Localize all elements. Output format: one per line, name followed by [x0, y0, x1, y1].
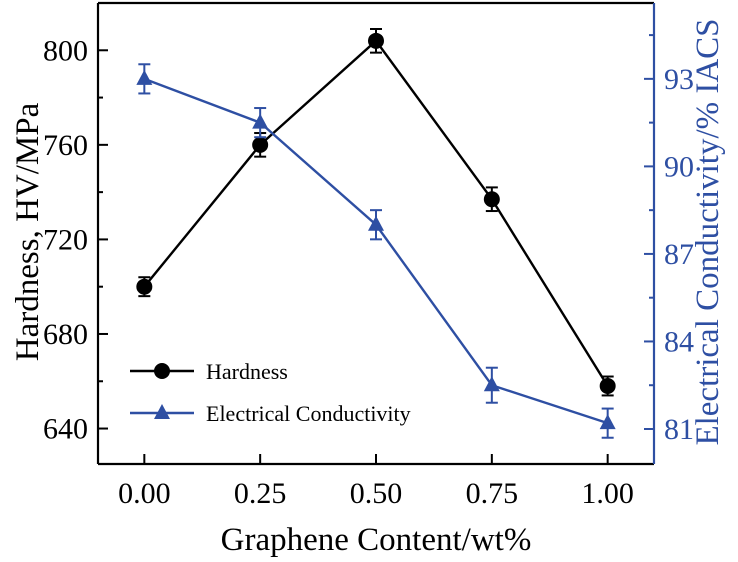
data-point	[252, 113, 269, 129]
data-point	[136, 278, 153, 295]
legend-marker	[154, 404, 170, 419]
x-tick-label: 0.50	[350, 477, 403, 510]
y-right-tick-label: 87	[664, 238, 694, 271]
x-tick-label: 1.00	[581, 477, 634, 510]
data-point	[136, 69, 153, 85]
y-left-tick-label: 680	[43, 318, 88, 351]
legend-label: Hardness	[206, 359, 288, 384]
legend: Hardness Electrical Conductivity	[130, 359, 411, 426]
legend-marker	[154, 363, 170, 379]
data-point	[252, 136, 269, 153]
x-tick-label: 0.25	[234, 477, 287, 510]
data-point	[368, 215, 384, 231]
y-axis-right-label: Electrical Conductivity/% IACS	[690, 18, 726, 445]
y-left-tick-label: 640	[43, 413, 88, 446]
y-right-tick-label: 81	[664, 413, 694, 446]
data-point	[599, 377, 616, 394]
y-left-tick-label: 720	[43, 223, 88, 256]
y-right-tick-label: 84	[664, 325, 694, 358]
y-left-tick-label: 800	[43, 34, 88, 67]
x-axis-label: Graphene Content/wt%	[221, 522, 532, 558]
y-right-tick-label: 93	[664, 63, 694, 96]
legend-label: Electrical Conductivity	[206, 401, 411, 426]
y-axis-left-label: Hardness, HV/MPa	[10, 102, 46, 361]
data-point	[483, 191, 500, 208]
data-point	[483, 376, 500, 392]
y-right-tick-label: 90	[664, 150, 694, 183]
data-point	[599, 414, 616, 430]
y-left-tick-label: 760	[43, 129, 88, 162]
data-point	[368, 32, 384, 49]
x-tick-label: 0.00	[118, 477, 171, 510]
x-tick-label: 0.75	[466, 477, 519, 510]
plot-layer: 0.00 0.25 0.50 0.75 1.00 640 680 720 760 800 81 84 8…	[43, 1, 694, 510]
